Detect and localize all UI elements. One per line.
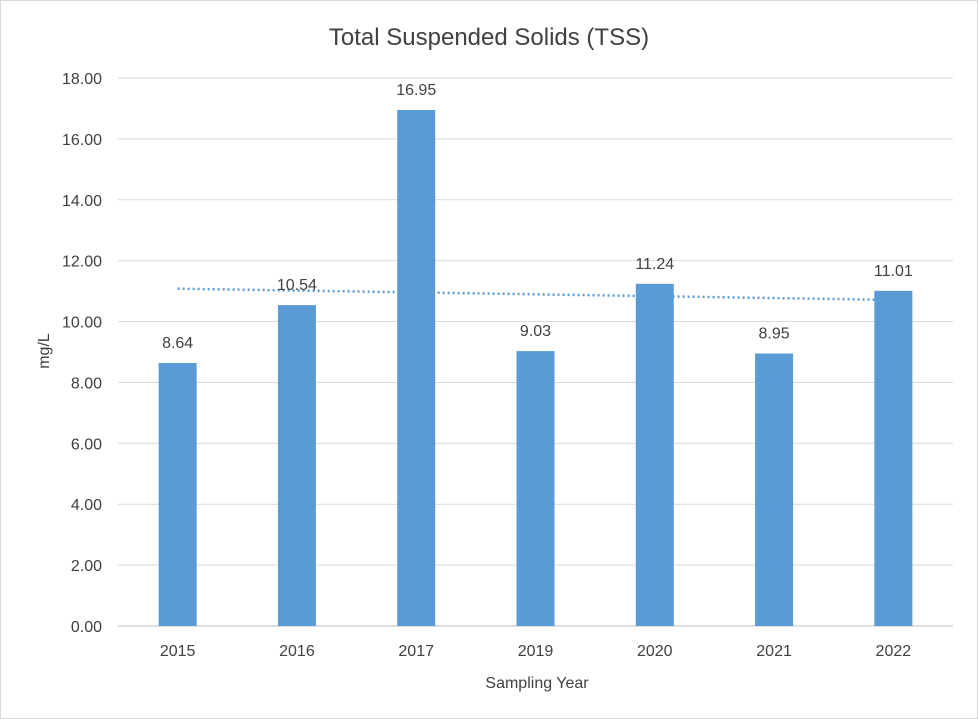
y-tick-label: 6.00 — [71, 436, 102, 453]
y-axis-title: mg/L — [36, 333, 53, 369]
data-labels: 8.64 10.54 16.95 9.03 11.24 8.95 11.01 — [162, 82, 913, 352]
x-axis-tick-labels: 2015 2016 2017 2019 2020 2021 2022 — [160, 643, 911, 660]
x-tick-label: 2017 — [398, 643, 434, 660]
x-tick-label: 2021 — [756, 643, 792, 660]
y-tick-label: 14.00 — [62, 193, 102, 210]
x-tick-label: 2016 — [279, 643, 315, 660]
data-label-2017: 16.95 — [396, 82, 436, 99]
data-label-2022: 11.01 — [874, 263, 913, 280]
y-tick-label: 18.00 — [62, 71, 102, 88]
y-tick-label: 4.00 — [71, 497, 102, 514]
y-tick-label: 8.00 — [71, 375, 102, 392]
y-tick-label: 12.00 — [62, 254, 102, 271]
trendline — [177, 287, 894, 302]
data-label-2020: 11.24 — [635, 256, 674, 273]
data-label-2019: 9.03 — [520, 323, 551, 340]
x-tick-label: 2022 — [876, 643, 912, 660]
y-axis-tick-labels: 0.00 2.00 4.00 6.00 8.00 10.00 12.00 14.00 16.00… — [62, 71, 102, 636]
bar-2021 — [755, 353, 794, 626]
bars — [158, 109, 913, 626]
trendline-group — [177, 287, 894, 302]
data-label-2021: 8.95 — [759, 326, 790, 343]
y-tick-label: 2.00 — [71, 558, 102, 575]
y-tick-label: 0.00 — [71, 619, 102, 636]
bar-2019 — [516, 351, 555, 626]
x-tick-label: 2020 — [637, 643, 673, 660]
bar-2022 — [874, 290, 913, 626]
bar-2017 — [397, 109, 436, 626]
bar-2020 — [635, 283, 674, 626]
data-label-2015: 8.64 — [162, 335, 193, 352]
x-tick-label: 2019 — [518, 643, 554, 660]
x-tick-label: 2015 — [160, 643, 196, 660]
gridlines — [118, 77, 953, 627]
data-label-2016: 10.54 — [277, 277, 317, 294]
bar-2016 — [277, 305, 316, 626]
bar-2015 — [158, 362, 197, 626]
x-axis-title: Sampling Year — [485, 675, 589, 692]
y-tick-label: 10.00 — [62, 315, 102, 332]
y-tick-label: 16.00 — [62, 132, 102, 149]
chart-title: Total Suspended Solids (TSS) — [329, 24, 649, 51]
